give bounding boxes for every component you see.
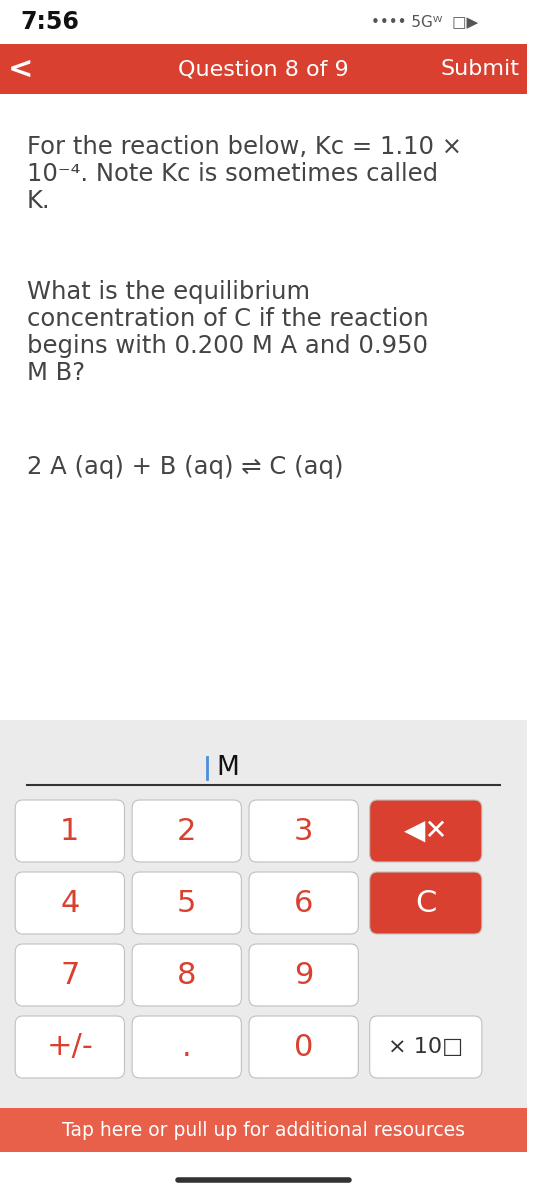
- Text: .: .: [182, 1032, 192, 1062]
- FancyBboxPatch shape: [249, 1016, 358, 1078]
- Text: 2 A (aq) + B (aq) ⇌ C (aq): 2 A (aq) + B (aq) ⇌ C (aq): [27, 455, 343, 479]
- Bar: [0, 44, 526, 94]
- Text: 2: 2: [177, 816, 197, 846]
- Text: 4: 4: [60, 888, 80, 918]
- Text: C: C: [415, 888, 437, 918]
- Text: 7: 7: [60, 960, 80, 990]
- Text: M: M: [217, 755, 239, 781]
- Text: begins with 0.200 M A and 0.950: begins with 0.200 M A and 0.950: [27, 334, 428, 358]
- Bar: [0, 720, 526, 1108]
- Text: 8: 8: [177, 960, 197, 990]
- FancyBboxPatch shape: [370, 872, 482, 934]
- FancyBboxPatch shape: [132, 944, 242, 1006]
- FancyBboxPatch shape: [15, 872, 125, 934]
- Text: Submit: Submit: [440, 59, 520, 79]
- Text: +/-: +/-: [47, 1032, 93, 1062]
- Text: 9: 9: [294, 960, 314, 990]
- Text: Tap here or pull up for additional resources: Tap here or pull up for additional resou…: [61, 1121, 465, 1140]
- FancyBboxPatch shape: [15, 1016, 125, 1078]
- Text: For the reaction below, Kc = 1.10 ×: For the reaction below, Kc = 1.10 ×: [27, 134, 461, 158]
- Text: What is the equilibrium: What is the equilibrium: [27, 280, 310, 304]
- Text: 5: 5: [177, 888, 197, 918]
- FancyBboxPatch shape: [15, 944, 125, 1006]
- Text: M B?: M B?: [27, 361, 85, 385]
- Text: •••• 5Gᵂ  □▶: •••• 5Gᵂ □▶: [371, 14, 478, 30]
- FancyBboxPatch shape: [15, 800, 125, 862]
- Text: 7:56: 7:56: [20, 10, 79, 34]
- Text: 6: 6: [294, 888, 314, 918]
- FancyBboxPatch shape: [249, 872, 358, 934]
- Text: 1: 1: [60, 816, 80, 846]
- FancyBboxPatch shape: [132, 872, 242, 934]
- Text: 10⁻⁴. Note Kc is sometimes called: 10⁻⁴. Note Kc is sometimes called: [27, 162, 438, 186]
- Text: 0: 0: [294, 1032, 314, 1062]
- Text: <: <: [8, 54, 34, 84]
- FancyBboxPatch shape: [132, 1016, 242, 1078]
- FancyBboxPatch shape: [249, 800, 358, 862]
- Text: × 10□: × 10□: [388, 1037, 463, 1057]
- Text: K.: K.: [27, 188, 50, 214]
- Text: ◀✕: ◀✕: [403, 817, 448, 845]
- Bar: [0, 1108, 526, 1152]
- FancyBboxPatch shape: [370, 1016, 482, 1078]
- FancyBboxPatch shape: [249, 944, 358, 1006]
- FancyBboxPatch shape: [132, 800, 242, 862]
- Text: 3: 3: [294, 816, 314, 846]
- Text: Question 8 of 9: Question 8 of 9: [178, 59, 348, 79]
- Text: concentration of C if the reaction: concentration of C if the reaction: [27, 307, 428, 331]
- FancyBboxPatch shape: [370, 800, 482, 862]
